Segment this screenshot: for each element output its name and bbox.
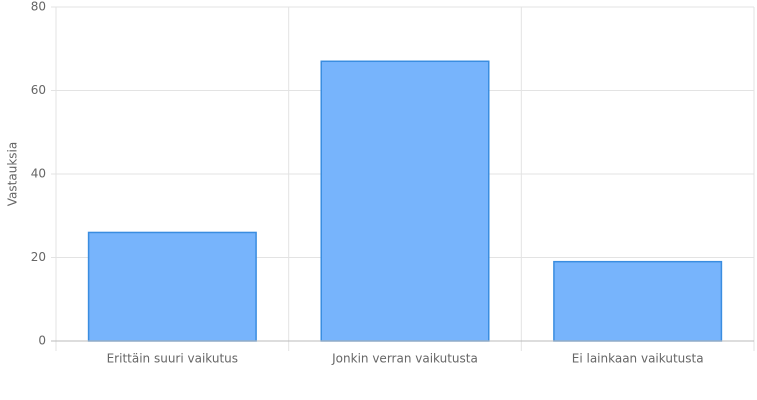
x-tick-label: Ei lainkaan vaikutusta: [572, 352, 704, 366]
y-tick-label: 80: [31, 0, 46, 14]
y-axis-label: Vastauksia: [6, 142, 20, 206]
y-tick-label: 40: [31, 167, 46, 181]
x-tick-label: Jonkin verran vaikutusta: [331, 352, 478, 366]
y-tick-label: 20: [31, 250, 46, 264]
x-tick-label: Erittäin suuri vaikutus: [107, 352, 238, 366]
bar: [87, 231, 257, 342]
bar: [320, 60, 490, 342]
bar: [553, 260, 723, 342]
y-tick-label: 0: [38, 334, 46, 348]
y-tick-label: 60: [31, 83, 46, 97]
